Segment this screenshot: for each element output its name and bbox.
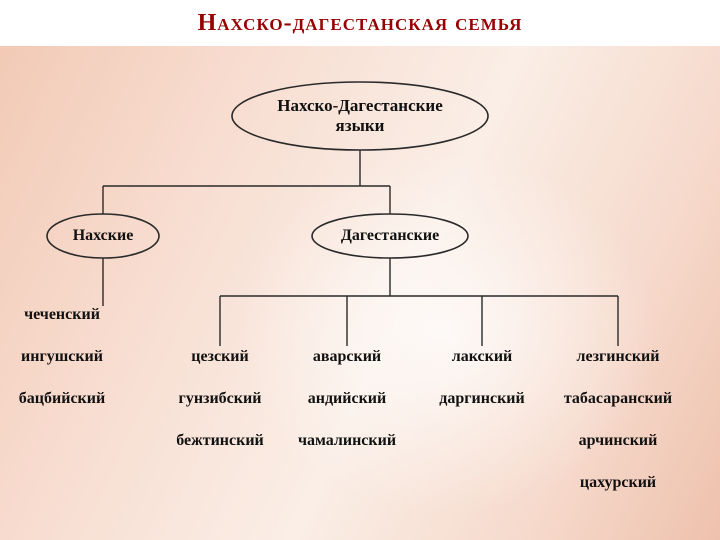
tree-leaf-tsakh: цахурский bbox=[528, 474, 708, 492]
tree-node-label-nakh: Нахские bbox=[0, 227, 253, 245]
tree-leaf-chech: чеченский bbox=[0, 306, 152, 324]
tree-node-label-root: Нахско-Дагестанские языки bbox=[210, 96, 510, 136]
title-band: Нахско-дагестанская семья bbox=[0, 0, 720, 46]
tree-leaf-arch: арчинский bbox=[528, 432, 708, 450]
page-title: Нахско-дагестанская семья bbox=[198, 10, 523, 37]
tree-node-label-dag: Дагестанские bbox=[240, 227, 540, 245]
tree-leaf-lezg: лезгинский bbox=[528, 348, 708, 366]
slide: Нахско-дагестанская семья Нахско-Дагеста… bbox=[0, 0, 720, 540]
tree-leaf-cham: чамалинский bbox=[257, 432, 437, 450]
tree-leaf-taba: табасаранский bbox=[528, 390, 708, 408]
